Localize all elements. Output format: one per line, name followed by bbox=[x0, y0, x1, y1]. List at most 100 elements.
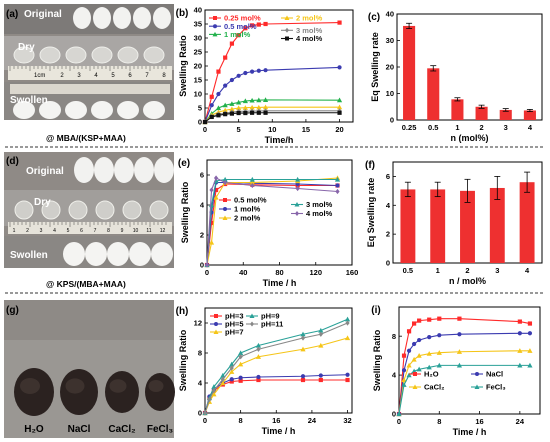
ruler-number-d: 2 bbox=[26, 228, 29, 234]
data-point-b bbox=[222, 107, 228, 113]
legend-label-e: 4 mol% bbox=[306, 209, 333, 218]
y-tick-label-b: 5 bbox=[198, 104, 202, 113]
data-point-b bbox=[262, 104, 269, 110]
data-point-e bbox=[334, 176, 341, 182]
x-tick-label-f: 4 bbox=[525, 266, 530, 275]
caption-a-ruler: 1cm bbox=[34, 73, 45, 79]
bead-swollen-a bbox=[13, 101, 35, 119]
bead-original-a bbox=[73, 7, 91, 29]
ruler-number-d: 5 bbox=[67, 228, 70, 234]
data-point-i bbox=[527, 348, 533, 353]
data-point-i bbox=[406, 348, 412, 353]
x-axis-title-f: n / mol% bbox=[449, 276, 486, 286]
series-line-i bbox=[398, 332, 530, 415]
data-point-i bbox=[527, 331, 533, 336]
data-point-h bbox=[255, 342, 262, 348]
footer-d: @ KPS/(MBA+MAA) bbox=[46, 279, 126, 289]
data-point-b bbox=[236, 110, 241, 116]
panel-label-a: (a) bbox=[6, 9, 18, 20]
bead-original-d bbox=[74, 157, 94, 183]
x-tick-label-i: 8 bbox=[437, 417, 441, 426]
panel-label-f: (f) bbox=[365, 160, 375, 171]
data-point-b bbox=[229, 106, 235, 112]
data-point-b bbox=[337, 20, 342, 25]
data-point-b bbox=[209, 114, 214, 120]
data-point-h bbox=[300, 346, 306, 352]
caption-d-dry: Dry bbox=[34, 197, 51, 208]
caption-g-item: NaCl bbox=[68, 424, 91, 435]
legend-marker-h bbox=[249, 313, 255, 318]
bar-f bbox=[430, 189, 446, 263]
ruler-number-d: 9 bbox=[121, 228, 124, 234]
x-tick-label-h: 0 bbox=[203, 416, 207, 425]
bead-dry-a bbox=[13, 46, 35, 64]
x-axis-title-h: Time / h bbox=[262, 426, 296, 436]
legend-label-e: 2 mol% bbox=[234, 214, 261, 223]
legend-marker-e bbox=[294, 202, 300, 207]
bar-f bbox=[400, 189, 416, 263]
series-line-e bbox=[206, 177, 338, 266]
legend-label-h: pH=5 bbox=[225, 320, 244, 329]
legend-marker-b bbox=[213, 16, 217, 20]
legend-label-e: 3 mol% bbox=[306, 200, 333, 209]
ruler-number-a: 6 bbox=[128, 73, 132, 79]
legend-marker-e bbox=[222, 215, 228, 220]
y-tick-label-e: 0 bbox=[200, 261, 204, 270]
data-point-h bbox=[345, 372, 350, 377]
caption-a-dry: Dry bbox=[18, 42, 35, 53]
data-point-i bbox=[456, 362, 463, 368]
x-tick-label-e: 160 bbox=[346, 268, 359, 277]
bar-c bbox=[523, 110, 536, 120]
y-tick-label-b: 20 bbox=[194, 62, 202, 71]
data-point-h bbox=[207, 396, 212, 403]
data-point-b bbox=[336, 104, 343, 110]
data-point-h bbox=[300, 331, 306, 337]
data-point-e bbox=[222, 176, 228, 182]
data-point-i bbox=[527, 362, 533, 368]
y-axis-title-c: Eq Swelling rate bbox=[370, 32, 380, 102]
legend-marker-b bbox=[284, 15, 290, 20]
bead-dry-a bbox=[91, 46, 113, 64]
series-line-e bbox=[206, 178, 338, 266]
x-tick-label-h: 16 bbox=[272, 416, 280, 425]
ruler-number-a: 2 bbox=[60, 73, 64, 79]
data-point-h bbox=[344, 335, 351, 341]
data-point-h bbox=[318, 373, 323, 378]
chart-f: 0 2 4 6 0.5 1 2 3 4 n / mol% Eq Swelling rate (f) bbox=[365, 160, 543, 286]
data-point-i bbox=[416, 353, 422, 358]
data-point-b bbox=[249, 97, 255, 103]
data-point-h bbox=[220, 380, 226, 386]
plot-frame-i bbox=[398, 306, 541, 415]
data-point-b bbox=[249, 69, 255, 74]
data-point-b bbox=[216, 113, 221, 118]
y-tick-label-i: 8 bbox=[392, 332, 396, 341]
x-axis-title-i: Time / h bbox=[453, 427, 487, 437]
bead-g-highlight bbox=[20, 378, 40, 394]
plot-frame-h bbox=[204, 307, 353, 414]
data-point-i bbox=[426, 351, 432, 356]
data-point-b bbox=[229, 77, 235, 83]
x-tick-label-b: 0 bbox=[203, 125, 207, 134]
bead-original-a bbox=[93, 7, 111, 29]
series-line-h bbox=[204, 379, 348, 414]
bead-original-a bbox=[153, 7, 171, 29]
data-point-i bbox=[437, 316, 442, 321]
bead-original-d bbox=[134, 157, 154, 183]
bead-swollen-d bbox=[129, 242, 151, 266]
legend-marker-h bbox=[213, 329, 219, 334]
x-axis-title-b: Time/h bbox=[265, 135, 294, 145]
series-line-e bbox=[206, 181, 338, 266]
caption-g-item: CaCl₂ bbox=[108, 424, 135, 435]
data-point-b bbox=[242, 105, 248, 110]
data-point-h bbox=[238, 354, 243, 360]
legend-label-i: H₂O bbox=[424, 370, 439, 379]
bead-original-a bbox=[113, 7, 131, 29]
data-point-h bbox=[256, 374, 261, 380]
data-point-h bbox=[202, 410, 208, 416]
legend-label-b: 1 mol% bbox=[224, 30, 251, 39]
data-point-b bbox=[243, 110, 248, 116]
bead-original-a bbox=[133, 7, 151, 29]
bead-dry-d bbox=[68, 200, 88, 220]
data-point-e bbox=[204, 262, 210, 268]
panel-label-i: (i) bbox=[371, 305, 380, 316]
